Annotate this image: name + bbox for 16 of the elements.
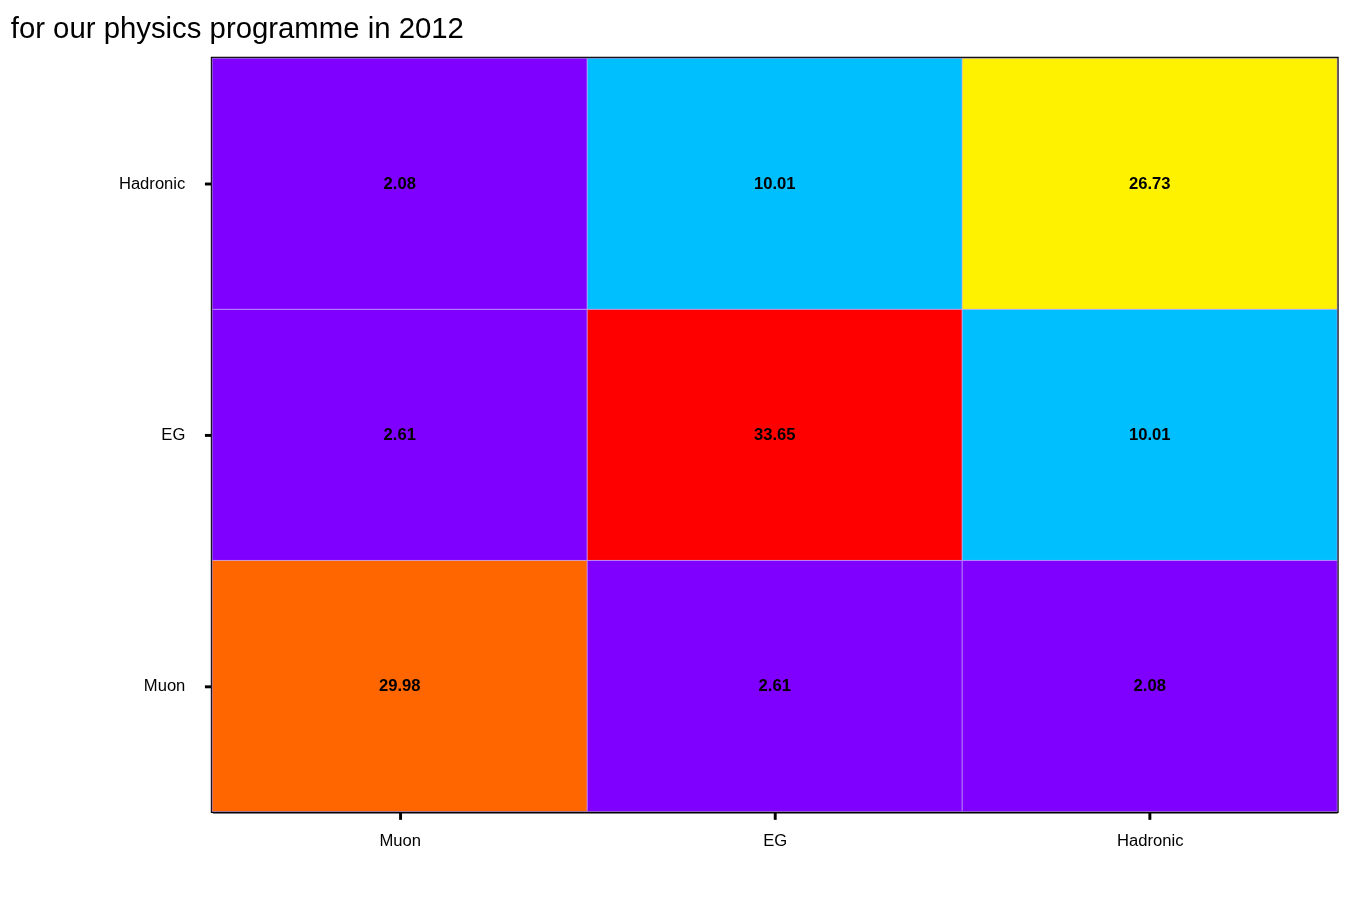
chart-title: for our physics programme in 2012 bbox=[10, 11, 464, 45]
data-label: 2.61 bbox=[758, 675, 791, 695]
x-tick-label: Hadronic bbox=[1116, 831, 1184, 851]
data-label: 2.08 bbox=[383, 173, 416, 193]
y-tick-label: Muon bbox=[143, 676, 186, 696]
data-label: 29.98 bbox=[378, 675, 421, 695]
data-label: 2.61 bbox=[383, 424, 416, 444]
x-tick-label: EG bbox=[763, 831, 788, 851]
y-tick-label: EG bbox=[161, 425, 186, 445]
data-label: 2.08 bbox=[1133, 675, 1166, 695]
x-tick-label: Muon bbox=[379, 831, 422, 851]
data-label: 26.73 bbox=[1128, 173, 1171, 193]
data-label: 10.01 bbox=[1128, 424, 1171, 444]
y-tick-label: Hadronic bbox=[118, 174, 186, 194]
data-label: 33.65 bbox=[753, 424, 796, 444]
data-label: 10.01 bbox=[753, 173, 796, 193]
